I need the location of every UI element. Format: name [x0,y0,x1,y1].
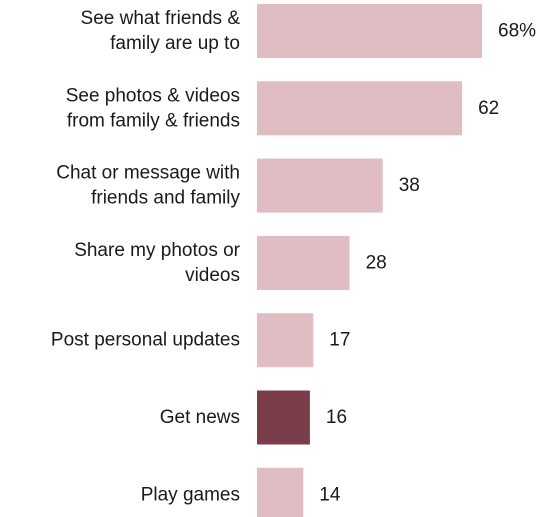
category-label-line: videos [185,265,240,286]
bar-5 [257,390,310,445]
category-label-line: Post personal updates [51,330,240,351]
value-label-4: 17 [329,330,350,351]
category-label-0: See what friends & family are up to [81,8,241,54]
category-label-4: Post personal updates [51,330,240,351]
category-label-1: See photos & videos from family & friends [66,85,240,131]
bar-4 [257,313,314,368]
category-label-line: See what friends & [81,8,241,29]
value-label-1: 62 [478,98,499,119]
value-label-0: 68% [498,21,536,42]
bar-0 [257,4,482,58]
bar-6 [257,467,304,517]
category-label-line: family are up to [110,33,240,54]
value-label-3: 28 [366,252,387,273]
category-label-6: Play games [141,484,240,505]
category-label-line: Get news [160,407,240,428]
bar-2 [257,158,383,213]
category-label-2: Chat or message with friends and family [56,163,240,209]
category-label-line: Play games [141,484,240,505]
category-label-3: Share my photos or videos [74,240,240,286]
value-label-5: 16 [326,407,347,428]
category-label-line: Share my photos or [74,240,240,261]
category-label-line: from family & friends [67,110,240,131]
category-label-line: Chat or message with [56,163,240,184]
value-label-6: 14 [319,484,341,505]
value-label-2: 38 [399,175,420,196]
category-label-5: Get news [160,407,240,428]
category-label-line: See photos & videos [66,85,240,106]
category-label-line: friends and family [91,188,240,209]
bar-3 [257,235,350,290]
bar-1 [257,81,463,136]
